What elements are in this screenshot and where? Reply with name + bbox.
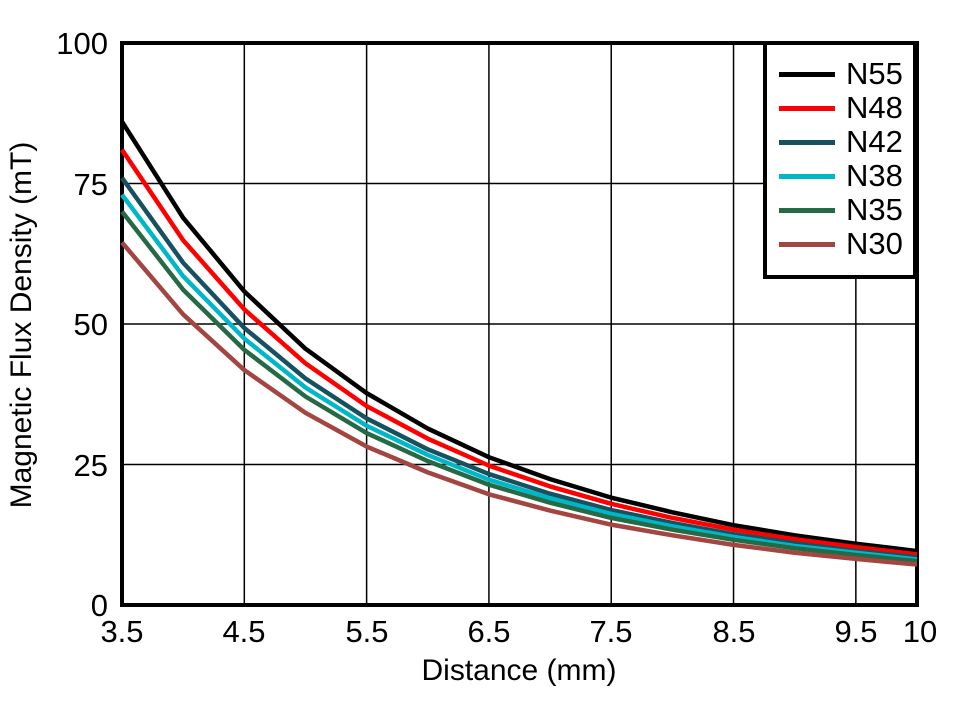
- x-tick-5-5: 5.5: [345, 614, 389, 649]
- legend-item-n30: N30: [779, 228, 905, 260]
- y-tick-75: 75: [73, 167, 108, 202]
- legend-swatch-n48: [779, 105, 835, 111]
- x-tick-8-5: 8.5: [712, 614, 756, 649]
- legend-label-n55: N55: [846, 56, 903, 91]
- y-axis-title: Magnetic Flux Density (mT): [5, 141, 38, 509]
- y-tick-50: 50: [73, 307, 108, 342]
- series-line-n35: [120, 210, 918, 564]
- legend-swatch-n55: [779, 71, 835, 77]
- x-tick-9-5: 9.5: [834, 614, 878, 649]
- legend-label-n38: N38: [846, 158, 903, 193]
- legend-item-n35: N35: [779, 194, 905, 226]
- x-tick-4-5: 4.5: [222, 614, 266, 649]
- x-tick-6-5: 6.5: [467, 614, 511, 649]
- legend-swatch-n35: [779, 207, 835, 213]
- legend-label-n42: N42: [846, 124, 903, 159]
- series-line-n55: [120, 120, 918, 554]
- legend-label-n48: N48: [846, 90, 903, 125]
- x-tick-7-5: 7.5: [589, 614, 633, 649]
- legend: N55 N48 N42 N38 N35 N30: [763, 41, 917, 279]
- legend-swatch-n38: [779, 173, 835, 179]
- x-axis-title: Distance (mm): [421, 654, 617, 687]
- legend-swatch-n42: [779, 139, 835, 145]
- y-tick-25: 25: [73, 448, 108, 483]
- y-tick-0: 0: [90, 588, 108, 623]
- x-tick-3-5: 3.5: [100, 614, 144, 649]
- series-line-n48: [120, 148, 918, 557]
- plot-frame: [120, 41, 919, 607]
- legend-label-n35: N35: [846, 192, 903, 227]
- legend-item-n48: N48: [779, 92, 905, 124]
- legend-item-n38: N38: [779, 160, 905, 192]
- legend-label-n30: N30: [846, 226, 903, 261]
- series-line-n30: [120, 241, 918, 567]
- legend-item-n42: N42: [779, 126, 905, 158]
- legend-swatch-n30: [779, 241, 835, 247]
- series-line-n38: [120, 193, 918, 562]
- x-tick-10: 10: [902, 614, 938, 649]
- y-tick-100: 100: [56, 26, 108, 61]
- legend-item-n55: N55: [779, 58, 905, 90]
- series-line-n42: [120, 176, 918, 560]
